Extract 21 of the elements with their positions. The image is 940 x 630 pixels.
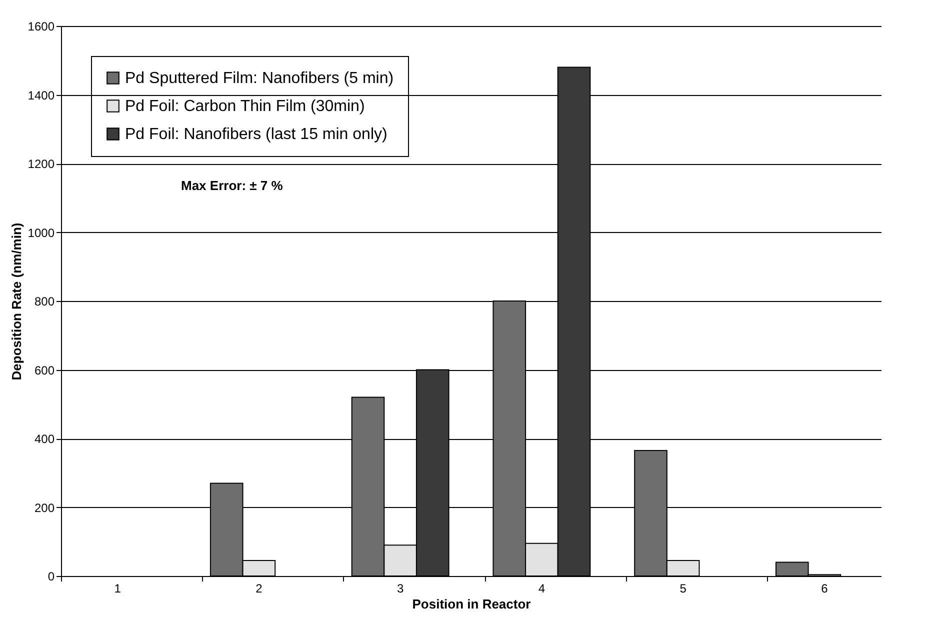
y-tick-label: 1600 bbox=[28, 20, 55, 34]
annotation: Max Error: ± 7 % bbox=[181, 178, 284, 193]
y-tick-label: 800 bbox=[34, 294, 55, 308]
legend-label: Pd Foil: Carbon Thin Film (30min) bbox=[125, 98, 365, 115]
y-tick-label: 600 bbox=[34, 363, 55, 378]
y-tick-label: 400 bbox=[34, 432, 55, 446]
y-axis-title: Deposition Rate (nm/min) bbox=[8, 222, 24, 380]
y-tick-label: 200 bbox=[34, 500, 55, 515]
y-tick-label: 0 bbox=[48, 570, 55, 584]
x-tick-label: 5 bbox=[680, 582, 687, 596]
x-tick-label: 1 bbox=[114, 582, 122, 596]
x-tick-label: 2 bbox=[256, 582, 263, 596]
y-tick-label: 1000 bbox=[28, 226, 55, 240]
x-axis-title: Position in Reactor bbox=[412, 596, 531, 612]
y-tick-label: 1400 bbox=[28, 88, 55, 102]
legend-label: Pd Foil: Nanofibers (last 15 min only) bbox=[125, 126, 388, 143]
x-tick-label: 3 bbox=[396, 582, 404, 596]
legend-label: Pd Sputtered Film: Nanofibers (5 min) bbox=[125, 70, 394, 87]
x-tick-label: 6 bbox=[821, 582, 828, 596]
x-tick-label: 4 bbox=[538, 582, 546, 596]
y-tick-label: 1200 bbox=[28, 157, 55, 171]
